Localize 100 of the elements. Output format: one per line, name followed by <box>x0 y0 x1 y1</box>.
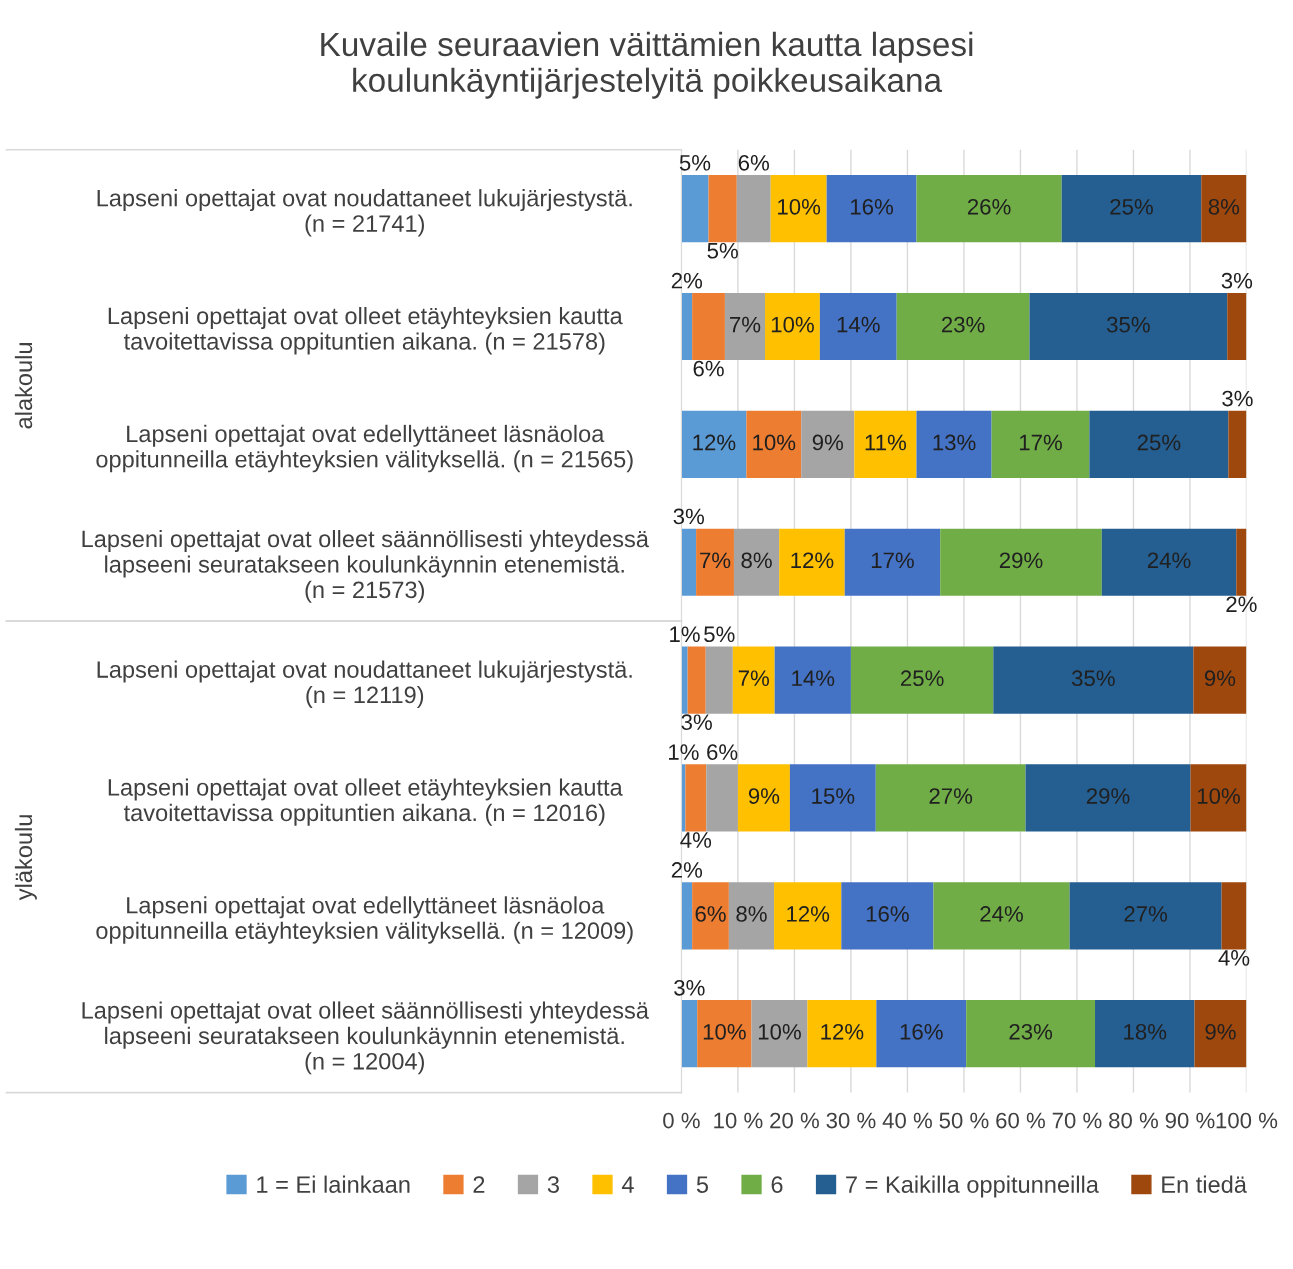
bar <box>807 1000 877 1068</box>
y-tick-label: Lapseni opettajat ovat olleet säännöllisesti yhteydessä lapseeni seuratakseen koulunkäynnin etenemistä. (n = 12004) <box>82 1001 649 1075</box>
data-label: 14% <box>837 316 880 333</box>
y-tick-label: Lapseni opettajat ovat noudattaneet lukujärjestystä. (n = 21741) <box>97 189 632 237</box>
bar <box>685 764 707 832</box>
bar <box>732 646 775 714</box>
bar <box>1025 764 1191 832</box>
data-label: 5% <box>679 155 711 171</box>
legend-label: 7 = Kaikilla oppitunneilla <box>846 1175 1099 1198</box>
bar <box>681 292 693 361</box>
bar <box>751 1000 808 1068</box>
data-label: 18% <box>1124 1023 1167 1040</box>
bar <box>826 175 917 243</box>
data-label: 24% <box>1147 552 1191 569</box>
bar <box>774 646 851 714</box>
legend-label: 1 = Ei lainkaan <box>257 1175 410 1193</box>
bar <box>1201 175 1247 243</box>
bar <box>774 882 842 950</box>
chart-title: Kuvaile seuraavien väittämien kautta lapsesi koulunkäyntijärjestelyitä poikkeusaikana <box>321 31 973 99</box>
data-label: 3% <box>1221 272 1253 289</box>
bar <box>850 646 994 714</box>
bar <box>681 175 709 243</box>
data-label: 25% <box>1137 434 1181 451</box>
bar <box>687 646 706 714</box>
bar <box>844 528 941 596</box>
data-label: 29% <box>1086 788 1130 804</box>
data-label: 7% <box>730 316 761 333</box>
data-label: 9% <box>1205 1023 1236 1040</box>
bar <box>896 292 1030 361</box>
legend-label: 4 <box>621 1176 634 1193</box>
bar <box>770 175 827 243</box>
bar <box>706 764 738 832</box>
data-label: 2% <box>671 272 703 289</box>
bar <box>1227 292 1247 361</box>
bar <box>746 410 802 478</box>
data-label: 24% <box>980 906 1023 922</box>
data-label: 6% <box>707 744 738 760</box>
data-label: 23% <box>1009 1023 1053 1040</box>
data-label: 17% <box>1019 434 1062 451</box>
bar <box>681 528 697 596</box>
bar <box>1089 410 1229 478</box>
bar <box>681 410 747 478</box>
bar <box>1193 646 1247 714</box>
bar <box>733 528 780 596</box>
data-label: 35% <box>1071 670 1115 687</box>
data-label: 8% <box>736 906 767 922</box>
bar <box>681 882 693 950</box>
text: yläkoulu <box>14 815 37 901</box>
data-label: 25% <box>1110 198 1153 215</box>
bar <box>736 175 771 243</box>
data-label: 9% <box>1204 670 1236 687</box>
bar <box>708 175 737 243</box>
data-label: 10% <box>758 1023 801 1040</box>
data-label: 9% <box>748 788 780 804</box>
y-tick-label: Lapseni opettajat ovat edellyttäneet läsnäoloa oppitunneilla etäyhteyksien välityksellä. (n = 21565) <box>96 424 633 473</box>
bar <box>819 292 897 361</box>
bar <box>993 646 1194 714</box>
data-label: 26% <box>967 198 1011 215</box>
x-tick-label: 80 % <box>1109 1112 1158 1129</box>
y-tick-label: Lapseni opettajat ovat noudattaneet lukujärjestystä. (n = 12119) <box>97 660 632 708</box>
data-label: 10% <box>703 1023 746 1040</box>
data-label: 13% <box>933 434 976 451</box>
bar <box>737 764 790 832</box>
data-label: 3% <box>673 508 705 525</box>
data-label: 16% <box>866 906 909 922</box>
data-label: 7% <box>738 670 769 686</box>
x-tick-label: 10 % <box>714 1112 763 1129</box>
data-label: 12% <box>791 552 834 569</box>
data-label: 7% <box>700 552 731 569</box>
x-tick-label: 70 % <box>1052 1112 1102 1129</box>
data-label: 12% <box>821 1023 864 1040</box>
bar <box>696 528 734 596</box>
x-tick-label: 0 % <box>663 1112 700 1129</box>
data-label: 6% <box>695 906 726 922</box>
data-label: 10% <box>778 198 821 215</box>
bar <box>940 528 1102 596</box>
data-label: 12% <box>693 434 736 451</box>
y-tick-label: Lapseni opettajat ovat edellyttäneet läsnäoloa oppitunneilla etäyhteyksien välityksellä. (n = 12009) <box>96 896 633 944</box>
legend-label: 5 <box>696 1176 709 1193</box>
data-label: 3% <box>1222 390 1253 407</box>
bar <box>991 410 1090 478</box>
legend-label: 3 <box>547 1176 559 1193</box>
x-tick-label: 50 % <box>939 1112 989 1129</box>
data-label: 1% <box>670 626 700 643</box>
x-tick-label: 90 % <box>1165 1112 1215 1129</box>
data-label: 27% <box>929 788 973 804</box>
x-tick-label: 100 % <box>1216 1112 1278 1129</box>
bar <box>705 646 733 714</box>
bar <box>728 882 775 950</box>
bar <box>681 1000 698 1068</box>
bar <box>1236 528 1247 596</box>
bar <box>854 410 917 478</box>
bar <box>681 646 688 714</box>
data-label: 2% <box>671 862 703 878</box>
bar <box>724 292 766 361</box>
y-tick-label: Lapseni opettajat ovat olleet säännöllisesti yhteydessä lapseeni seuratakseen koulunkäynnin etenemistä. (n = 21573) <box>82 529 649 603</box>
data-label: 10% <box>771 316 814 333</box>
bar <box>765 292 820 361</box>
bar <box>697 1000 752 1068</box>
bar <box>876 1000 967 1068</box>
